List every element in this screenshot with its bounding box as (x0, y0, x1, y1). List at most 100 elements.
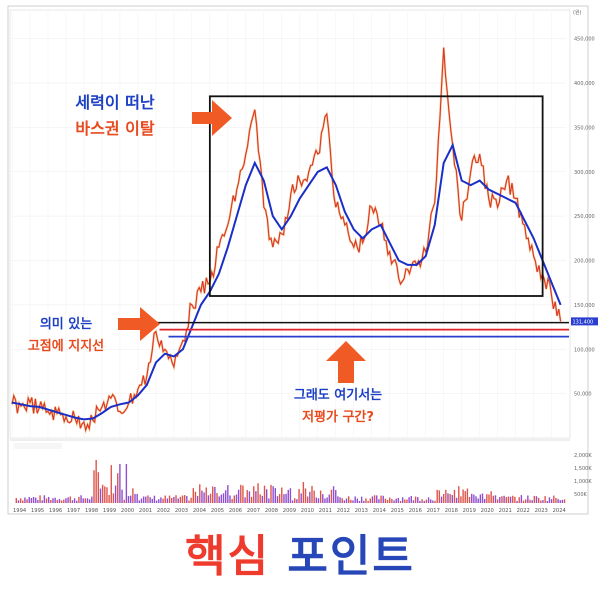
volume-bar (350, 499, 352, 503)
volume-bar (32, 496, 35, 503)
volume-bar (330, 489, 333, 503)
callout-left-line1: 의미 있는 (40, 316, 92, 332)
volume-bar (140, 498, 143, 503)
volume-bar (268, 498, 270, 503)
volume-bar (356, 498, 359, 503)
volume-bar (417, 497, 419, 503)
volume-bar (471, 493, 473, 503)
volume-bar (281, 487, 283, 503)
y-tick-label: 250,000 (574, 214, 595, 220)
volume-bar (153, 495, 156, 503)
volume-bar (188, 500, 190, 503)
volume-bar (19, 498, 22, 503)
volume-bar (438, 490, 441, 503)
x-axis: 1994 1995 1996 1997 1998 1999 2000 2001 2002 2003… (13, 508, 567, 514)
volume-bar (272, 486, 274, 503)
volume-bar (302, 482, 305, 503)
y-tick-label: 450,000 (574, 37, 595, 43)
volume-bar (127, 496, 130, 503)
volume-bar (395, 498, 397, 503)
x-tick-label: 2007 (247, 508, 260, 514)
volume-bar (488, 494, 490, 503)
volume-bar (404, 499, 406, 503)
volume-bar (376, 495, 378, 503)
callout-bottom-line1: 그래도 여기서는 (294, 387, 382, 403)
moving-average-line (11, 142, 562, 421)
volume-bar (548, 497, 551, 503)
volume-bar (222, 493, 225, 503)
volume-bar (134, 493, 136, 503)
volume-bar (136, 493, 138, 503)
volume-bar (451, 495, 454, 503)
volume-bar (276, 496, 279, 503)
volume-bar (158, 499, 160, 503)
volume-bar (408, 497, 410, 503)
volume-bar (183, 495, 186, 503)
volume-bar (117, 473, 119, 503)
x-tick-label: 2019 (463, 508, 476, 514)
price-series (10, 47, 562, 435)
x-tick-label: 2011 (319, 508, 332, 514)
volume-bar (162, 498, 164, 503)
volume-bar (285, 493, 287, 503)
volume-bar (259, 494, 261, 503)
volume-bar (458, 486, 460, 503)
volume-tick-label: 500K (574, 492, 588, 498)
volume-bar (283, 494, 285, 503)
volume-bar (445, 489, 447, 503)
volume-bar (315, 497, 318, 503)
x-tick-label: 1996 (49, 508, 62, 514)
volume-bar (76, 500, 78, 503)
volume-bar (244, 497, 246, 503)
volume-bar (371, 496, 374, 503)
volume-bar (199, 484, 201, 503)
x-tick-label: 2014 (373, 508, 387, 514)
volume-bar (509, 496, 512, 503)
x-tick-label: 2021 (499, 508, 512, 514)
volume-bar (47, 496, 50, 503)
volume-bar (129, 495, 132, 503)
volume-bar (50, 499, 52, 503)
volume-bar (352, 500, 354, 503)
volume-bar (171, 498, 173, 503)
arrow-up-bottom (326, 341, 366, 383)
volume-bar (535, 496, 538, 503)
volume-bar (313, 490, 315, 503)
volume-bar (218, 496, 220, 503)
x-tick-label: 2006 (229, 508, 242, 514)
volume-bar (203, 492, 205, 503)
volume-bar (419, 500, 421, 503)
volume-bar (464, 491, 466, 503)
volume-bar (253, 486, 255, 503)
volume-bar (304, 488, 307, 503)
volume-bar (473, 494, 475, 503)
volume-bars: 2,000K 1,500K 1,000K 500K (10, 439, 592, 503)
volume-bar (261, 495, 264, 503)
volume-bar (233, 495, 235, 503)
volume-bar (300, 493, 302, 503)
volume-bar (80, 495, 82, 503)
volume-bar (43, 495, 46, 503)
volume-bar (542, 500, 544, 503)
footer-word-1: 핵심 (185, 531, 271, 582)
y-unit-label: (원) (573, 9, 582, 16)
volume-bar (73, 498, 76, 503)
volume-bar (306, 496, 309, 503)
volume-bar (442, 493, 445, 503)
volume-bar (212, 486, 214, 503)
volume-bar (367, 500, 369, 503)
volume-bar (345, 498, 348, 503)
volume-bar (341, 498, 343, 503)
volume-bar (363, 500, 365, 503)
volume-bar (88, 499, 91, 503)
volume-bar (71, 500, 74, 503)
volume-bar (41, 500, 43, 503)
volume-bar (123, 499, 125, 503)
volume-bar (69, 496, 71, 503)
volume-bar (207, 495, 210, 503)
volume-bar (147, 495, 149, 503)
volume-bar (56, 500, 59, 503)
volume-bar (557, 498, 559, 503)
volume-bar (322, 494, 324, 503)
volume-bar (432, 500, 434, 503)
